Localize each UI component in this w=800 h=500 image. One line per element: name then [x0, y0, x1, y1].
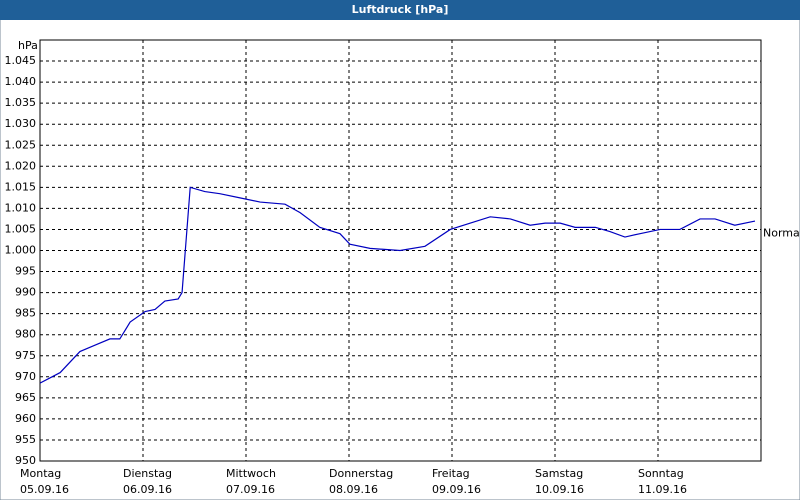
y-tick-label: 955	[15, 433, 36, 446]
y-tick-label: 995	[15, 265, 36, 278]
x-tick-label: 08.09.16	[329, 483, 378, 496]
y-tick-label: 990	[15, 286, 36, 299]
y-tick-label: 1.030	[5, 117, 37, 130]
title-bar	[0, 0, 800, 20]
x-tick-label: Mittwoch	[226, 467, 276, 480]
plot-border	[39, 39, 762, 462]
x-tick-label: Freitag	[432, 467, 470, 480]
y-tick-label: 1.010	[5, 201, 37, 214]
x-tick-label: 05.09.16	[20, 483, 69, 496]
y-tick-label: 1.035	[5, 96, 37, 109]
y-tick-label: 1.020	[5, 159, 37, 172]
y-tick-label: 980	[15, 328, 36, 341]
x-tick-label: 10.09.16	[535, 483, 584, 496]
line	[39, 186, 756, 384]
x-tick-label: Sonntag	[638, 467, 684, 480]
x-tick-label: Samstag	[535, 467, 583, 480]
y-tick-label: 970	[15, 370, 36, 383]
x-tick-label: 06.09.16	[123, 483, 172, 496]
y-tick-label: 950	[15, 454, 36, 467]
normal-label: Normal	[763, 227, 800, 240]
y-tick-label: 985	[15, 307, 36, 320]
x-tick-label: Dienstag	[123, 467, 172, 480]
y-tick-label: 1.045	[5, 54, 37, 67]
x-tick-label: 07.09.16	[226, 483, 275, 496]
y-tick-label: 1.000	[5, 244, 37, 257]
y-tick-label: 1.015	[5, 180, 37, 193]
y-tick-label: 960	[15, 412, 36, 425]
y-tick-label: 1.040	[5, 75, 37, 88]
x-tick-label: 11.09.16	[638, 483, 687, 496]
y-tick-label: 975	[15, 349, 36, 362]
y-tick-label: 1.025	[5, 138, 37, 151]
y-tick-label: 965	[15, 391, 36, 404]
y-axis-label: hPa	[18, 39, 38, 52]
x-tick-label: Montag	[20, 467, 61, 480]
y-tick-label: 1.005	[5, 222, 37, 235]
x-tick-label: Donnerstag	[329, 467, 393, 480]
x-tick-label: 09.09.16	[432, 483, 481, 496]
chart-title: Luftdruck [hPa]	[352, 3, 449, 16]
